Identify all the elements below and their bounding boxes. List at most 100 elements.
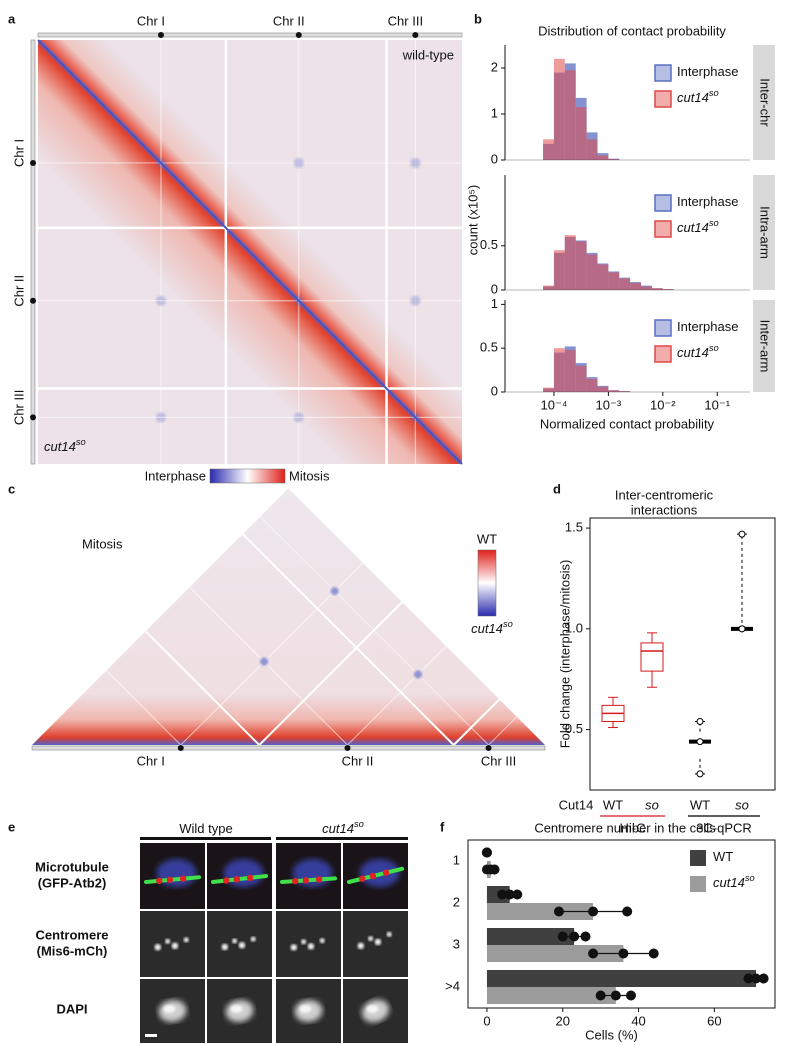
centromere-signal	[171, 942, 179, 949]
histogram-bar	[651, 288, 663, 290]
y-axis-label: Fold change (interphase/mitosis)	[557, 560, 572, 749]
centromere-signal	[315, 876, 323, 883]
histogram-bar	[543, 387, 554, 392]
legend-label: Interphase	[677, 319, 738, 334]
legend-swatch	[690, 876, 706, 892]
row-label: Cut14	[559, 797, 594, 812]
chromosome-label: Chr I	[137, 13, 165, 28]
legend-swatch	[690, 850, 706, 866]
panel-label: c	[8, 481, 15, 496]
chromosome-label: Chr III	[11, 390, 26, 425]
replicate-dot	[588, 906, 599, 917]
x-axis-label: Normalized contact probability	[540, 416, 715, 431]
histogram-bar	[586, 378, 598, 392]
data-point	[738, 530, 746, 538]
centromere-signal	[246, 874, 254, 881]
centromere-contact	[410, 295, 421, 306]
centromere-signal	[232, 938, 238, 944]
y-tick-label: >4	[445, 978, 460, 993]
centromere-signal	[154, 944, 161, 951]
histogram-bar	[597, 264, 609, 290]
legend-label: cut14so	[677, 218, 719, 235]
histogram-bar	[586, 254, 598, 290]
histogram-bar	[553, 58, 565, 160]
legend-label: Interphase	[677, 64, 738, 79]
centromere-signal	[301, 939, 307, 945]
centromere-signal	[386, 931, 392, 937]
chart-title: Inter-centromeric	[615, 487, 714, 502]
centromere-signal	[319, 938, 325, 944]
box	[640, 642, 664, 672]
centromere-signal	[233, 876, 241, 883]
replicate-dot	[588, 948, 599, 959]
plot-frame	[467, 839, 776, 1009]
centromere-signal	[374, 938, 382, 946]
histogram-bar	[553, 348, 565, 392]
legend-label-text: cut14	[677, 220, 709, 235]
centromere-line	[189, 586, 348, 746]
row-label: Centromere	[36, 927, 109, 942]
y-tick-label: 0.5	[565, 721, 583, 736]
x-tick-label: so	[735, 797, 749, 812]
plot-frame	[589, 517, 776, 791]
centromere-dot	[177, 745, 184, 751]
legend-swatch	[654, 345, 672, 363]
x-tick-label: 10⁻²	[650, 397, 676, 412]
scale-bar	[145, 1034, 157, 1037]
legend-label-sup: so	[745, 873, 755, 883]
centromere-contact	[260, 657, 269, 666]
replicate-dot	[481, 847, 492, 858]
y-tick-label: 0	[491, 281, 498, 296]
histogram-bar	[564, 349, 576, 392]
centromere-contact	[293, 157, 304, 168]
chromosome-label: Chr I	[11, 139, 26, 167]
bar	[486, 945, 624, 962]
centromere-dot	[412, 32, 419, 38]
legend-label: cut14so	[677, 343, 719, 360]
legend-label-text: cut14	[713, 875, 745, 890]
x-tick-label: 10⁻¹	[704, 397, 730, 412]
colorbar-label-sup: so	[503, 619, 513, 629]
legend-label-sup: so	[709, 88, 719, 98]
bar	[486, 987, 616, 1004]
legend-label: cut14so	[713, 873, 755, 890]
y-axis-label: count (x10⁵)	[465, 185, 480, 255]
replicate-dot	[504, 889, 515, 900]
colorbar-label: Interphase	[145, 468, 206, 483]
replicate-dot	[569, 931, 580, 942]
y-tick-label: 2	[491, 59, 498, 74]
centromere-signal	[250, 936, 256, 942]
dapi-signal	[299, 1005, 312, 1013]
panel-label: f	[440, 819, 445, 834]
histogram-bar	[619, 391, 631, 392]
centromere-signal	[156, 877, 163, 884]
chromosome-bar	[30, 39, 36, 465]
legend-swatch	[654, 220, 672, 238]
x-tick-label: WT	[603, 797, 623, 812]
legend-swatch	[654, 64, 672, 82]
group-label: 3C-qPCR	[696, 820, 752, 835]
bar	[486, 970, 757, 987]
map-label-upper: wild-type	[402, 47, 454, 62]
centromere-signal	[307, 943, 315, 950]
chromosome-boundary	[144, 630, 260, 746]
panel-label: a	[8, 11, 16, 26]
data-point	[696, 770, 704, 778]
y-tick-label: 0	[491, 383, 498, 398]
centromere-signal	[183, 937, 189, 943]
group-label: Hi-C	[620, 820, 646, 835]
panel-label: e	[8, 819, 15, 834]
y-tick-label: 1	[491, 105, 498, 120]
legend-label-text: Interphase	[677, 319, 738, 334]
histogram-bar	[608, 159, 620, 160]
centromere-dot	[344, 745, 351, 751]
legend-label: WT	[713, 849, 733, 864]
map-title: Mitosis	[82, 536, 123, 551]
map-label-lower-text: cut14	[44, 439, 76, 454]
centromere-signal	[359, 875, 366, 882]
centromere-signal	[166, 876, 174, 884]
chromosome-label: Chr II	[11, 275, 26, 307]
data-point	[738, 625, 746, 633]
colorbar-label: Mitosis	[289, 468, 330, 483]
